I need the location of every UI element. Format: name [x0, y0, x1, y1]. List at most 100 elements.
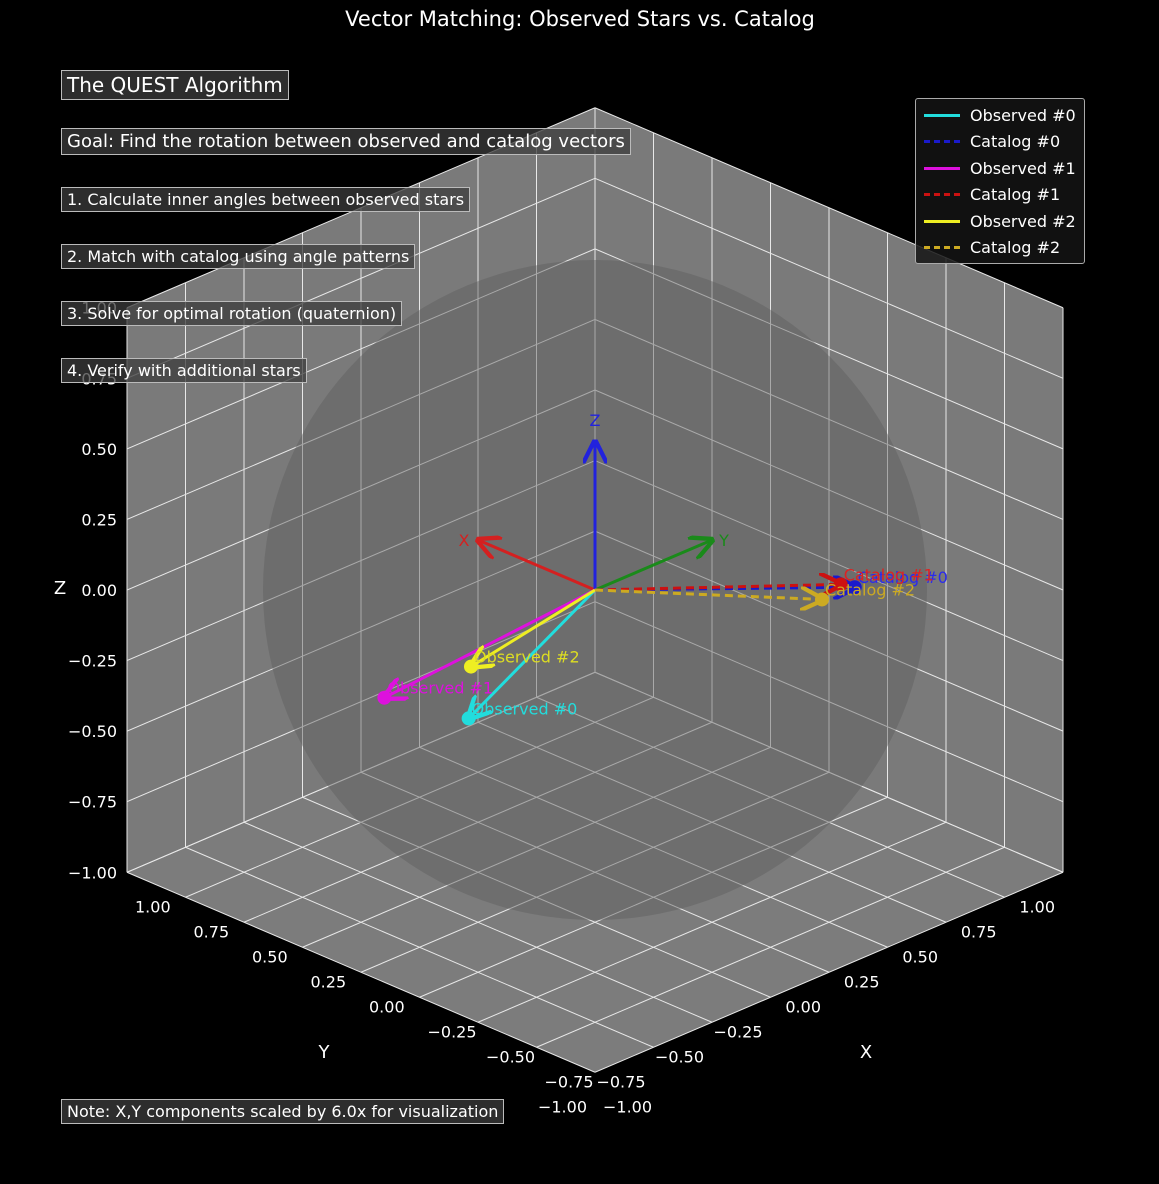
y-axis-label: Y	[318, 1042, 331, 1063]
y-tick-label: 1.00	[1019, 897, 1055, 916]
chart-title: Vector Matching: Observed Stars vs. Cata…	[345, 7, 815, 31]
y-tick-label: 0.00	[785, 997, 821, 1016]
star-point	[814, 592, 829, 607]
z-tick-label: −0.25	[68, 652, 117, 671]
grid-line	[126, 318, 596, 520]
z-tick-label: 0.50	[81, 440, 117, 459]
axis-labels: X Y Z	[54, 578, 872, 1063]
x-tick-label: −1.00	[603, 1097, 652, 1116]
y-tick-label: −0.50	[655, 1047, 704, 1066]
y-tick-label: −0.25	[713, 1022, 762, 1041]
grid-line	[594, 248, 1064, 450]
tick-labels: −1.00−1.00−1.00−0.75 −0.75−0.75−0.50 −0.50…	[68, 299, 1055, 1117]
star-vectors: Observed #0 Catalog #0 Observed #1 Catalog …	[377, 565, 948, 726]
legend-label: Catalog #1	[970, 185, 1061, 204]
y-tick-label: 0.50	[902, 947, 938, 966]
vector-line	[471, 588, 596, 667]
star-label: Observed #1	[387, 679, 493, 698]
z-tick-label: 0.25	[81, 510, 117, 529]
legend-entry: Catalog #0	[916, 130, 1060, 154]
y-tick-label: 0.25	[844, 972, 880, 991]
scaling-note: Note: X,Y components scaled by 6.0x for …	[61, 1099, 505, 1124]
z-axis-label: Z	[54, 578, 66, 599]
x-tick-label: 0.50	[252, 947, 288, 966]
step-1-text: 1. Calculate inner angles between observ…	[61, 187, 471, 212]
y-tick-label: −0.75	[596, 1072, 645, 1091]
reference-axis-x	[478, 540, 596, 592]
step-3-text: 3. Solve for optimal rotation (quaternio…	[61, 301, 403, 326]
step-4-text: 4. Verify with additional stars	[61, 358, 307, 383]
star-point	[463, 659, 478, 674]
grid-line	[302, 746, 771, 948]
legend-swatch	[924, 113, 960, 117]
grid-line	[594, 318, 1064, 520]
z-tick-label: 0.00	[81, 581, 117, 600]
x-tick-label: 1.00	[135, 897, 171, 916]
z-tick-label: −0.50	[68, 722, 117, 741]
legend-label: Observed #1	[970, 158, 1076, 178]
legend-swatch	[924, 140, 960, 143]
legend-entry: Catalog #1	[916, 183, 1060, 207]
grid-line	[536, 696, 1005, 898]
step-2-text: 2. Match with catalog using angle patter…	[61, 244, 416, 269]
x-tick-label: −0.25	[428, 1022, 477, 1041]
star-label: Catalog #0	[858, 568, 948, 587]
star-point	[461, 711, 476, 726]
y-tick-label: −1.00	[538, 1097, 587, 1116]
reference-axes: X Y Z	[459, 411, 729, 592]
grid-line	[594, 389, 1064, 591]
legend-label: Catalog #0	[970, 132, 1061, 151]
x-tick-label: 0.25	[311, 972, 347, 991]
x-axis-label: X	[860, 1042, 872, 1063]
reference-axis-y	[594, 540, 712, 592]
grid-line	[360, 771, 830, 973]
grid-line	[594, 107, 1064, 309]
grid-line	[126, 248, 596, 450]
star-label: Catalog #1	[844, 565, 934, 584]
x-tick-label: 0.00	[369, 997, 405, 1016]
vector-line	[469, 588, 597, 718]
z-tick-label: −0.75	[68, 793, 117, 812]
legend-entry: Observed #0	[916, 103, 1076, 127]
x-tick-label: −0.50	[486, 1047, 535, 1066]
x-tick-label: −0.75	[545, 1072, 594, 1091]
x-tick-label: 0.75	[194, 922, 230, 941]
grid-line	[594, 177, 1064, 379]
vector-line	[594, 584, 841, 590]
star-point	[377, 690, 392, 705]
star-point	[833, 577, 848, 592]
grid-line	[126, 389, 596, 591]
legend-swatch	[924, 166, 960, 170]
grid-line	[419, 746, 888, 948]
star-label: Observed #2	[474, 648, 580, 667]
legend-label: Catalog #2	[970, 238, 1061, 257]
legend-swatch	[924, 219, 960, 223]
grid-line	[477, 721, 947, 923]
legend-swatch	[924, 246, 960, 249]
legend: Observed #0 Catalog #0 Observed #1 Catalog …	[915, 98, 1085, 264]
legend-entry: Catalog #2	[916, 236, 1060, 260]
legend-swatch	[924, 193, 960, 196]
grid-line	[126, 177, 596, 379]
star-point	[847, 580, 862, 595]
z-tick-label: −1.00	[68, 863, 117, 882]
algorithm-heading: The QUEST Algorithm	[61, 70, 289, 100]
grid-line	[594, 671, 1064, 873]
reference-axis-label: X	[459, 531, 470, 550]
legend-entry: Observed #2	[916, 209, 1076, 233]
reference-axis-label: Y	[718, 531, 729, 550]
grid-line	[243, 721, 713, 923]
star-label: Observed #0	[472, 699, 578, 718]
reference-axis-label: Z	[590, 411, 601, 430]
vector-line	[594, 590, 822, 599]
legend-label: Observed #0	[970, 105, 1076, 125]
vector-line	[384, 588, 596, 698]
legend-entry: Observed #1	[916, 156, 1076, 180]
grid-line	[126, 671, 596, 873]
grid-line	[185, 696, 654, 898]
goal-text: Goal: Find the rotation between observed…	[61, 128, 631, 155]
star-label: Catalog #2	[825, 580, 915, 599]
y-tick-label: 0.75	[961, 922, 997, 941]
legend-label: Observed #2	[970, 211, 1076, 231]
